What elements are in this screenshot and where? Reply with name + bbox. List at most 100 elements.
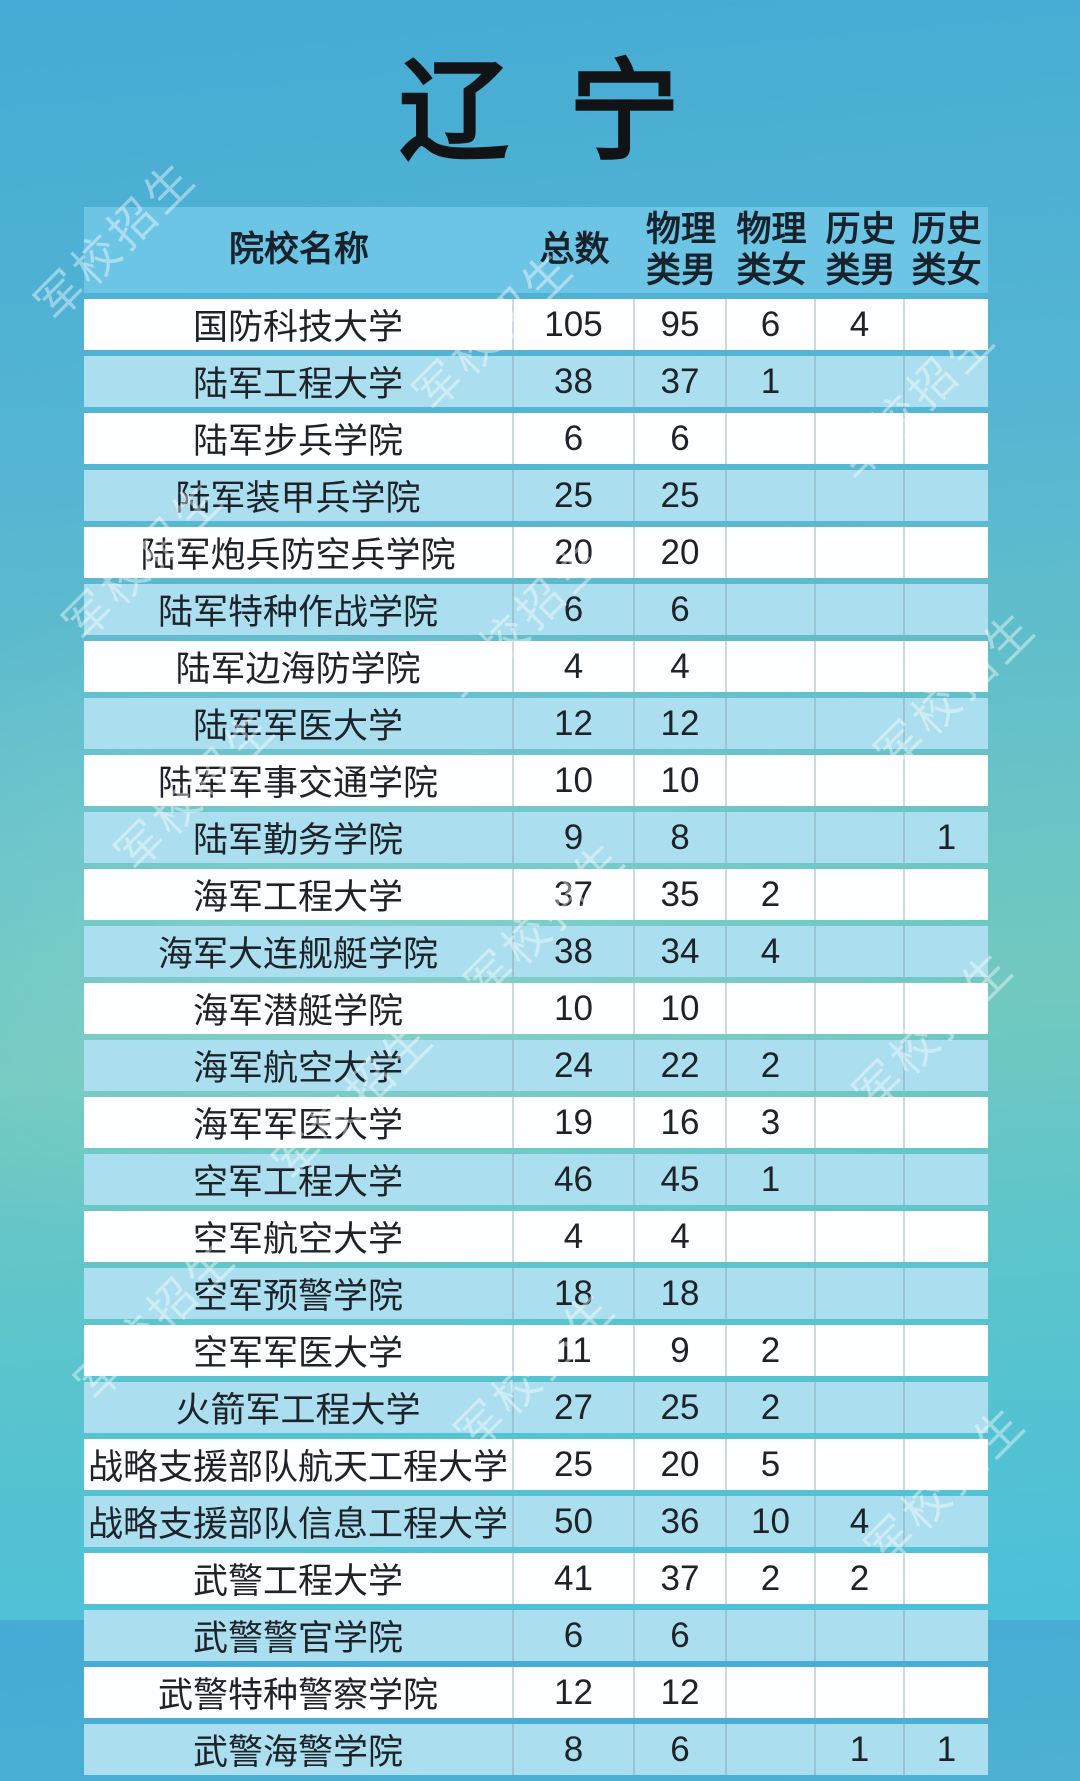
cell-physics-female: 2 <box>727 869 816 920</box>
cell-school-name: 武警警官学院 <box>84 1610 514 1661</box>
cell-physics-male: 6 <box>635 413 727 464</box>
cell-history-male <box>816 1610 905 1661</box>
cell-physics-female <box>727 983 816 1034</box>
table-row: 陆军步兵学院 6 6 <box>84 413 988 464</box>
cell-physics-female <box>727 755 816 806</box>
cell-total: 10 <box>514 983 635 1034</box>
cell-physics-female <box>727 1268 816 1319</box>
cell-history-male <box>816 527 905 578</box>
cell-history-male <box>816 1439 905 1490</box>
cell-total: 24 <box>514 1040 635 1091</box>
cell-physics-male: 20 <box>635 1439 727 1490</box>
table-header: 院校名称 总数 物理 类男 物理 类女 历史 类男 历史 类女 <box>84 207 988 293</box>
header-history-female: 历史 类女 <box>905 207 988 293</box>
cell-total: 18 <box>514 1268 635 1319</box>
cell-history-male <box>816 1325 905 1376</box>
cell-physics-female <box>727 584 816 635</box>
cell-total: 6 <box>514 584 635 635</box>
cell-history-female <box>905 1610 988 1661</box>
cell-history-female <box>905 1382 988 1433</box>
cell-history-male: 2 <box>816 1553 905 1604</box>
cell-history-male: 4 <box>816 299 905 350</box>
cell-total: 25 <box>514 470 635 521</box>
cell-total: 11 <box>514 1325 635 1376</box>
cell-school-name: 战略支援部队航天工程大学 <box>84 1439 514 1490</box>
cell-history-male <box>816 1097 905 1148</box>
table-row: 海军大连舰艇学院 38 34 4 <box>84 926 988 977</box>
cell-physics-female: 3 <box>727 1097 816 1148</box>
table-row: 陆军炮兵防空兵学院 20 20 <box>84 527 988 578</box>
cell-physics-female <box>727 470 816 521</box>
cell-physics-female <box>727 1667 816 1718</box>
cell-history-female: 1 <box>905 1724 988 1775</box>
cell-physics-male: 45 <box>635 1154 727 1205</box>
cell-history-female <box>905 1154 988 1205</box>
table-row: 空军航空大学 4 4 <box>84 1211 988 1262</box>
cell-history-female <box>905 1211 988 1262</box>
cell-physics-female: 1 <box>727 356 816 407</box>
cell-history-male <box>816 470 905 521</box>
cell-school-name: 海军航空大学 <box>84 1040 514 1091</box>
cell-history-male: 1 <box>816 1724 905 1775</box>
cell-physics-female: 6 <box>727 299 816 350</box>
cell-physics-female: 1 <box>727 1154 816 1205</box>
cell-history-female <box>905 1325 988 1376</box>
cell-history-male <box>816 755 905 806</box>
cell-history-female <box>905 1496 988 1547</box>
cell-history-male <box>816 584 905 635</box>
cell-total: 38 <box>514 926 635 977</box>
table-row: 武警特种警察学院 12 12 <box>84 1667 988 1718</box>
cell-history-male <box>816 1040 905 1091</box>
cell-history-male <box>816 983 905 1034</box>
cell-total: 12 <box>514 1667 635 1718</box>
header-physics-male: 物理 类男 <box>635 207 727 293</box>
cell-total: 4 <box>514 1211 635 1262</box>
table-row: 战略支援部队信息工程大学 50 36 10 4 <box>84 1496 988 1547</box>
cell-physics-female <box>727 641 816 692</box>
cell-history-male <box>816 698 905 749</box>
cell-total: 46 <box>514 1154 635 1205</box>
cell-school-name: 陆军边海防学院 <box>84 641 514 692</box>
cell-physics-female: 2 <box>727 1553 816 1604</box>
admissions-table: 院校名称 总数 物理 类男 物理 类女 历史 类男 历史 类女 国防科技大学 1… <box>84 201 988 1781</box>
table-row: 战略支援部队航天工程大学 25 20 5 <box>84 1439 988 1490</box>
cell-history-female <box>905 1439 988 1490</box>
cell-total: 105 <box>514 299 635 350</box>
cell-history-male <box>816 869 905 920</box>
cell-school-name: 陆军军事交通学院 <box>84 755 514 806</box>
cell-history-male: 4 <box>816 1496 905 1547</box>
cell-physics-female <box>727 698 816 749</box>
table-row: 海军工程大学 37 35 2 <box>84 869 988 920</box>
cell-school-name: 国防科技大学 <box>84 299 514 350</box>
page-title: 辽 宁 <box>398 51 682 174</box>
cell-school-name: 海军工程大学 <box>84 869 514 920</box>
table-row: 海军航空大学 24 22 2 <box>84 1040 988 1091</box>
cell-physics-female: 5 <box>727 1439 816 1490</box>
cell-total: 27 <box>514 1382 635 1433</box>
cell-total: 12 <box>514 698 635 749</box>
cell-history-female <box>905 755 988 806</box>
cell-school-name: 空军航空大学 <box>84 1211 514 1262</box>
cell-physics-male: 9 <box>635 1325 727 1376</box>
cell-physics-male: 35 <box>635 869 727 920</box>
cell-history-male <box>816 356 905 407</box>
header-school-name: 院校名称 <box>84 207 514 293</box>
cell-total: 38 <box>514 356 635 407</box>
cell-history-male <box>816 1154 905 1205</box>
cell-physics-male: 16 <box>635 1097 727 1148</box>
cell-school-name: 陆军特种作战学院 <box>84 584 514 635</box>
table-row: 陆军装甲兵学院 25 25 <box>84 470 988 521</box>
cell-school-name: 海军军医大学 <box>84 1097 514 1148</box>
cell-physics-male: 10 <box>635 983 727 1034</box>
cell-history-female <box>905 1667 988 1718</box>
table-row: 火箭军工程大学 27 25 2 <box>84 1382 988 1433</box>
table-row: 空军工程大学 46 45 1 <box>84 1154 988 1205</box>
cell-physics-male: 6 <box>635 1610 727 1661</box>
cell-school-name: 陆军工程大学 <box>84 356 514 407</box>
cell-physics-female <box>727 1724 816 1775</box>
cell-total: 6 <box>514 413 635 464</box>
cell-physics-female: 2 <box>727 1382 816 1433</box>
table-row: 空军预警学院 18 18 <box>84 1268 988 1319</box>
cell-school-name: 武警工程大学 <box>84 1553 514 1604</box>
cell-total: 10 <box>514 755 635 806</box>
